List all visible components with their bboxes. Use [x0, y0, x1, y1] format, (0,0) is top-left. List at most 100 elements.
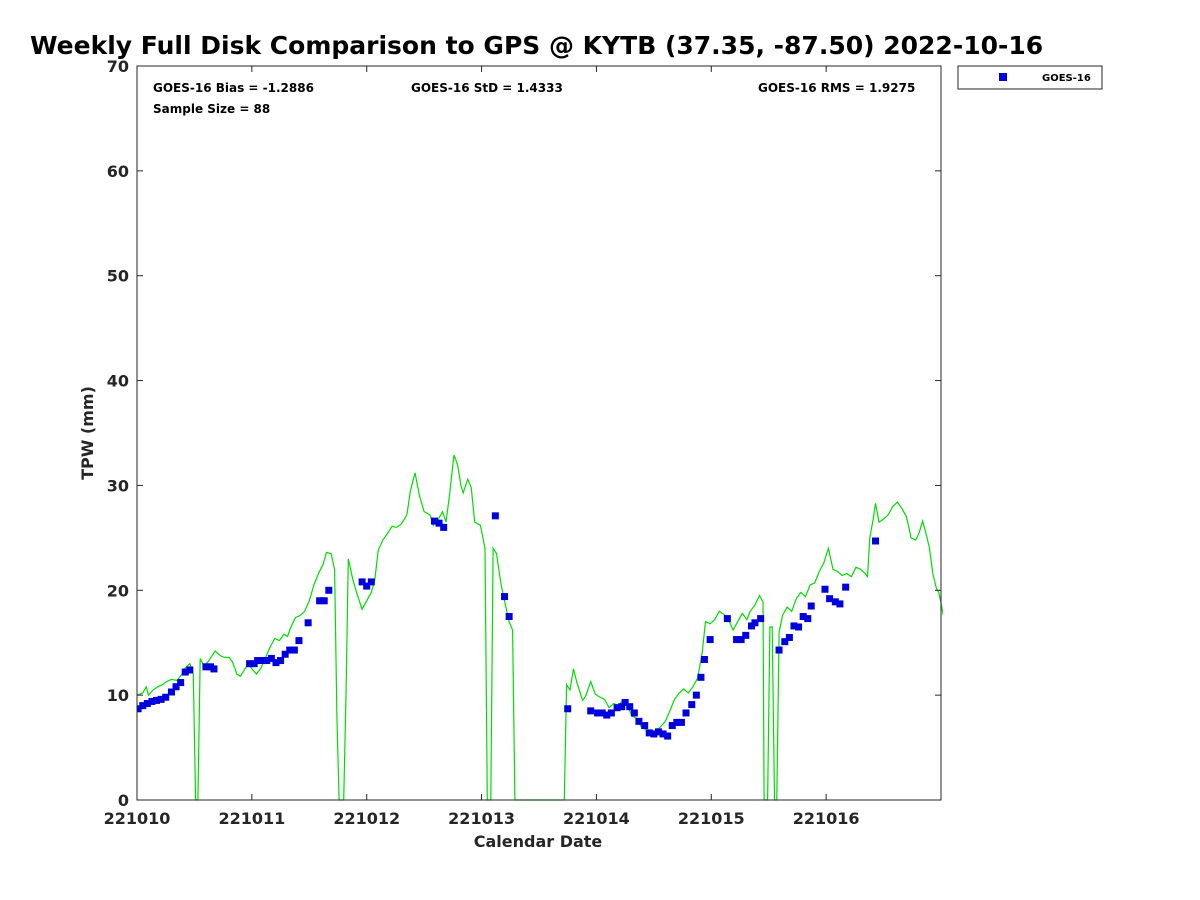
goes16-data-point: [654, 728, 662, 736]
goes16-data-point: [202, 663, 210, 671]
y-tick-label: 10: [107, 686, 129, 705]
goes16-data-point: [325, 586, 333, 594]
goes16-data-point: [733, 636, 741, 644]
goes16-data-point: [254, 657, 262, 665]
chart-title: Weekly Full Disk Comparison to GPS @ KYT…: [30, 31, 1043, 60]
goes16-data-point: [363, 582, 371, 590]
goes16-data-point: [826, 595, 834, 603]
goes16-data-point: [697, 673, 705, 681]
goes16-data-point: [626, 703, 634, 711]
goes16-data-point: [167, 688, 175, 696]
goes16-data-point: [807, 602, 815, 610]
goes16-data-point: [603, 711, 611, 719]
x-tick-label: 221012: [333, 809, 400, 828]
goes16-data-point: [799, 613, 807, 620]
y-tick-label: 50: [107, 267, 129, 286]
goes16-data-point: [435, 519, 443, 527]
x-axis-label: Calendar Date: [474, 832, 603, 851]
goes16-data-point: [505, 613, 513, 620]
goes16-data-point: [700, 655, 708, 663]
goes16-data-point: [491, 512, 499, 520]
x-tick-label: 221011: [218, 809, 285, 828]
goes16-data-point: [650, 730, 658, 738]
goes16-data-point: [723, 615, 731, 623]
goes16-data-point: [795, 623, 803, 631]
goes16-data-point: [872, 537, 880, 545]
goes16-data-point: [645, 729, 653, 737]
goes16-data-point: [186, 666, 194, 674]
y-axis-label: TPW (mm): [78, 386, 97, 480]
x-tick-label: 221015: [678, 809, 745, 828]
goes16-data-point: [172, 683, 180, 691]
x-tick-label: 221014: [563, 809, 630, 828]
goes16-data-point: [587, 707, 595, 715]
legend-label-goes16: GOES-16: [1042, 73, 1091, 84]
y-tick-label: 60: [107, 162, 129, 181]
x-tick-label: 221016: [793, 809, 860, 828]
goes16-data-point: [790, 622, 798, 630]
sample-size-stat: Sample Size = 88: [153, 102, 270, 116]
goes16-data-point: [836, 600, 844, 608]
rms-stat: GOES-16 RMS = 1.9275: [758, 81, 915, 95]
bias-stat: GOES-16 Bias = -1.2886: [153, 81, 314, 95]
legend-box: [957, 65, 1103, 90]
y-tick-label: 30: [107, 476, 129, 495]
y-tick-label: 70: [107, 57, 129, 76]
goes16-data-point: [751, 619, 759, 627]
goes16-data-point: [295, 637, 303, 645]
goes16-data-point: [281, 650, 289, 658]
goes16-data-point: [621, 698, 629, 706]
goes16-data-point: [641, 722, 649, 730]
std-stat: GOES-16 StD = 1.4333: [411, 81, 563, 95]
goes16-data-point: [613, 704, 621, 712]
goes16-data-point: [630, 709, 638, 717]
x-tick-label: 221013: [448, 809, 515, 828]
goes16-data-point: [157, 695, 165, 703]
goes16-data-point: [618, 703, 626, 711]
goes16-data-point: [210, 665, 218, 673]
goes16-data-point: [842, 583, 850, 591]
y-tick-label: 0: [118, 791, 129, 810]
goes16-data-point: [668, 722, 676, 730]
goes16-data-point: [501, 593, 509, 601]
goes16-data-point: [258, 657, 266, 665]
goes16-data-point: [781, 638, 789, 646]
goes16-data-point: [635, 717, 643, 725]
goes16-data-point: [682, 709, 690, 717]
goes16-data-point: [320, 597, 328, 605]
goes16-data-point: [367, 578, 375, 586]
goes16-data-point: [757, 615, 765, 623]
goes16-data-point: [598, 709, 606, 717]
y-tick-label: 40: [107, 372, 129, 391]
legend: GOES-16: [957, 65, 1103, 90]
goes16-data-point: [688, 701, 696, 709]
goes16-data-point: [263, 657, 271, 665]
goes16-data-point: [785, 633, 793, 641]
goes16-data-point: [821, 585, 829, 593]
goes16-data-point: [706, 636, 714, 644]
goes16-data-point: [831, 598, 839, 606]
goes16-data-point: [664, 732, 672, 740]
legend-marker-goes16: [999, 73, 1007, 81]
goes16-data-point: [607, 709, 615, 717]
goes16-data-point: [277, 657, 285, 665]
goes16-data-point: [692, 691, 700, 699]
goes16-data-point: [564, 705, 572, 713]
goes16-data-point: [430, 517, 438, 525]
goes16-data-point: [177, 679, 185, 687]
goes16-data-point: [286, 646, 294, 654]
goes16-data-point: [143, 700, 151, 708]
goes16-data-point: [290, 646, 298, 654]
goes16-data-point: [737, 636, 745, 644]
goes16-data-point: [594, 709, 602, 717]
goes16-data-point: [677, 718, 685, 726]
goes16-data-point: [304, 619, 312, 627]
goes16-data-point: [804, 615, 812, 623]
goes16-data-point: [440, 523, 448, 531]
goes16-data-point: [742, 631, 750, 639]
goes16-data-point: [673, 718, 681, 726]
goes16-data-point: [267, 654, 275, 662]
goes16-data-point: [153, 696, 161, 704]
goes16-data-point: [139, 702, 147, 710]
